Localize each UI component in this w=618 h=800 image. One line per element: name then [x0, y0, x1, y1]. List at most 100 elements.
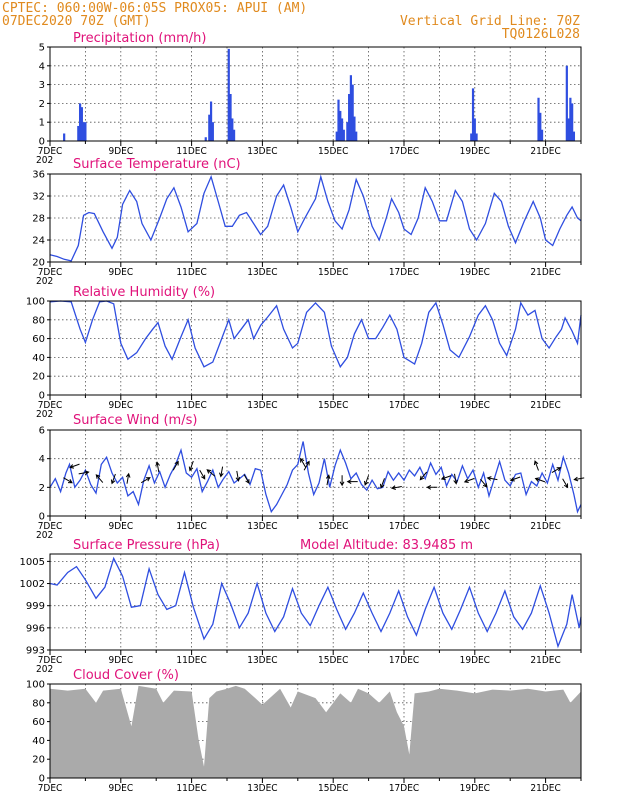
pressure-ytick-label: 1005: [20, 557, 45, 568]
precip-bar: [571, 103, 574, 141]
cloud-panel: 0 20 40 60 80 100 7DEC 9DEC 11DEC 13DEC 15DEC 17DEC…: [26, 668, 582, 794]
precip-bar: [567, 118, 570, 141]
precip-bar: [84, 122, 87, 141]
pressure-series-line: [49, 556, 582, 649]
precip-bar: [342, 129, 345, 141]
pressure-xtick-label: 15DEC: [318, 655, 348, 666]
wind-title: Surface Wind (m/s): [73, 413, 197, 428]
pressure-xtick-label: 13DEC: [247, 655, 277, 666]
humidity-ytick-label: 0: [39, 391, 45, 402]
precip-bar: [231, 118, 234, 141]
wind-direction-arrow: [155, 461, 160, 473]
pressure-title: Surface Pressure (hPa): [73, 538, 220, 553]
precip-ytick-label: 0: [39, 137, 45, 148]
pressure-xtick-label: 19DEC: [460, 655, 490, 666]
wind-direction-arrow: [562, 478, 569, 489]
precip-xtick-label: 19DEC: [460, 146, 490, 157]
wind-direction-arrow: [440, 475, 452, 481]
precip-bar: [572, 131, 576, 141]
pressure-panel: 993 996 999 1002 1005 7DEC 9DEC 11DEC 13DEC 15DEC…: [20, 538, 582, 675]
precip-bar: [63, 133, 66, 141]
wind-ytick-label: 0: [39, 512, 45, 523]
pressure-xtick-label: 7DEC: [38, 655, 63, 666]
precip-bar: [211, 122, 214, 141]
wind-frame: [49, 429, 582, 517]
wind-direction-arrow: [140, 477, 151, 484]
precip-bar: [335, 131, 338, 141]
wind-xtick-label: 15DEC: [318, 521, 348, 532]
humidity-title: Relative Humidity (%): [73, 285, 215, 300]
precip-bar: [475, 133, 478, 141]
wind-direction-arrow: [325, 474, 331, 486]
humidity-series-line: [49, 300, 582, 369]
precip-bar: [539, 112, 542, 141]
temp-xtick-label: 15DEC: [318, 267, 348, 278]
pressure-xtick-label: 21DEC: [530, 655, 560, 666]
header-grid-line: Vertical Grid Line: 70Z: [400, 14, 580, 29]
header-date: 07DEC2020 70Z (GMT): [2, 14, 151, 29]
cloud-xtick-label: 11DEC: [176, 783, 206, 794]
precip-bar: [473, 118, 476, 141]
precip-bar: [82, 122, 85, 141]
precip-bar: [229, 94, 232, 141]
precip-ytick-label: 3: [39, 80, 45, 91]
precip-bar: [470, 133, 473, 141]
pressure-annotation: Model Altitude: 83.9485 m: [300, 538, 473, 553]
precip-bar: [78, 103, 82, 141]
pressure-xtick-label: 17DEC: [389, 655, 419, 666]
precip-ytick-label: 4: [39, 61, 45, 72]
wind-direction-arrow: [534, 477, 546, 483]
temp-panel: 20 24 28 32 36 7DEC 9DEC 11DEC 13DEC 15DEC 17DEC 19…: [32, 157, 582, 287]
cloud-ytick-label: 80: [32, 698, 45, 709]
temp-xtick-label: 9DEC: [108, 267, 133, 278]
temp-ytick-label: 36: [32, 170, 45, 181]
wind-direction-arrow: [300, 457, 307, 468]
precip-bar: [349, 75, 352, 141]
wind-direction-arrow: [110, 473, 116, 485]
humidity-ytick-label: 20: [32, 372, 45, 383]
precip-bar: [537, 97, 540, 141]
wind-direction-arrow: [426, 484, 438, 490]
cloud-xtick-label: 9DEC: [108, 783, 133, 794]
pressure-ytick-label: 996: [26, 623, 45, 634]
wind-direction-arrow: [95, 474, 104, 483]
wind-direction-arrow: [206, 469, 216, 477]
temp-title: Surface Temperature (nC): [73, 157, 241, 172]
cloud-cover-area: [50, 685, 581, 778]
wind-direction-arrow: [463, 478, 475, 483]
cloud-ytick-label: 60: [32, 717, 45, 728]
cloud-title: Cloud Cover (%): [73, 668, 179, 683]
wind-xtick-label: 21DEC: [530, 521, 560, 532]
temp-xtick-label: 11DEC: [176, 267, 206, 278]
wind-direction-arrow: [69, 463, 80, 469]
wind-direction-arrow: [533, 460, 539, 471]
pressure-frame: [49, 553, 582, 651]
cloud-xtick-label: 15DEC: [318, 783, 348, 794]
precip-panel: 0 1 2 3 4 5 7DEC 9DEC 11DEC 13DEC 15DEC 17DEC 19DEC 2…: [36, 31, 582, 166]
wind-ytick-label: 6: [39, 426, 45, 437]
wind-direction-arrow: [486, 476, 498, 481]
precip-ytick-label: 5: [39, 43, 45, 54]
wind-series-line: [49, 441, 582, 514]
precip-xtick-label: 13DEC: [247, 146, 277, 157]
temp-xtick-label: 7DEC: [38, 267, 63, 278]
humidity-panel: 0 20 40 60 80 100 7DEC 9DEC 11DEC 13DEC 15DEC 17DEC…: [26, 285, 582, 420]
precip-bar: [355, 131, 358, 141]
wind-xtick-label: 11DEC: [176, 521, 206, 532]
cloud-ytick-label: 20: [32, 755, 45, 766]
wind-direction-arrow: [78, 470, 90, 475]
wind-ytick-label: 4: [39, 454, 45, 465]
humidity-xtick-label: 11DEC: [176, 400, 206, 411]
humidity-ytick-label: 80: [32, 315, 45, 326]
cloud-xtick-label: 19DEC: [460, 783, 490, 794]
wind-direction-arrow: [188, 460, 194, 472]
temp-ytick-label: 20: [32, 258, 45, 269]
precip-bar: [471, 88, 475, 141]
temp-ytick-label: 24: [32, 236, 45, 247]
precip-bar: [80, 107, 83, 141]
humidity-ytick-label: 40: [32, 353, 45, 364]
wind-direction-arrow: [346, 479, 358, 484]
wind-direction-arrow: [551, 467, 562, 474]
temp-xtick-year-cut: 202: [36, 276, 53, 287]
wind-direction-arrow: [172, 460, 179, 471]
